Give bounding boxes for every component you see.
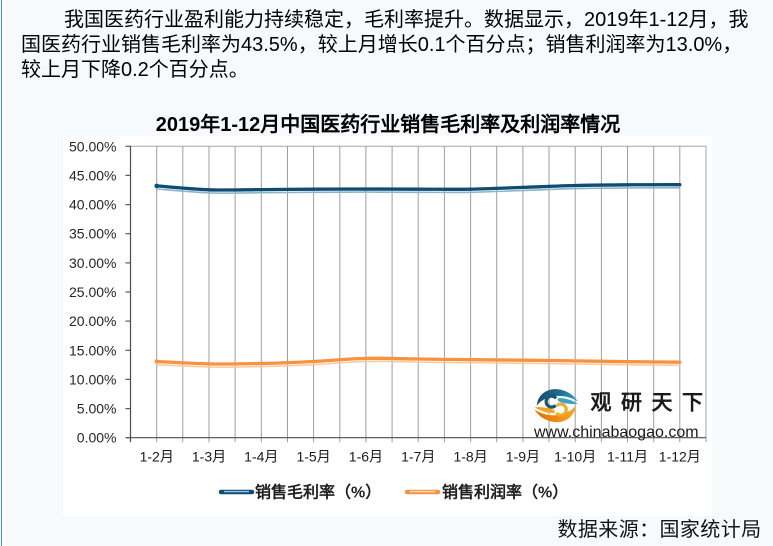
svg-text:0.00%: 0.00% [77,430,117,446]
svg-text:10.00%: 10.00% [69,371,116,387]
svg-text:1-4月: 1-4月 [244,449,278,465]
svg-text:1-11月: 1-11月 [607,449,648,465]
svg-text:1-10月: 1-10月 [554,449,596,465]
svg-text:35.00%: 35.00% [69,226,116,242]
svg-text:1-8月: 1-8月 [453,449,487,465]
svg-text:观研天下: 观研天下 [591,391,713,414]
svg-text:1-6月: 1-6月 [349,449,383,465]
svg-text:20.00%: 20.00% [69,313,116,329]
svg-text:1-2月: 1-2月 [140,449,174,465]
svg-text:40.00%: 40.00% [69,197,116,213]
svg-text:www.chinabaogao.com: www.chinabaogao.com [533,424,699,441]
svg-text:30.00%: 30.00% [69,255,116,271]
svg-text:1-3月: 1-3月 [192,449,226,465]
svg-text:1-12月: 1-12月 [659,449,701,465]
svg-text:50.00%: 50.00% [69,138,116,154]
svg-text:45.00%: 45.00% [69,167,116,183]
svg-text:销售利润率（%）: 销售利润率（%） [442,483,568,502]
svg-text:15.00%: 15.00% [69,342,116,358]
svg-text:5.00%: 5.00% [77,401,117,417]
svg-text:销售毛利率（%）: 销售毛利率（%） [255,483,381,502]
svg-text:1-5月: 1-5月 [296,449,330,465]
svg-text:25.00%: 25.00% [69,284,116,300]
svg-text:1-7月: 1-7月 [401,449,435,465]
svg-text:1-9月: 1-9月 [506,449,540,465]
